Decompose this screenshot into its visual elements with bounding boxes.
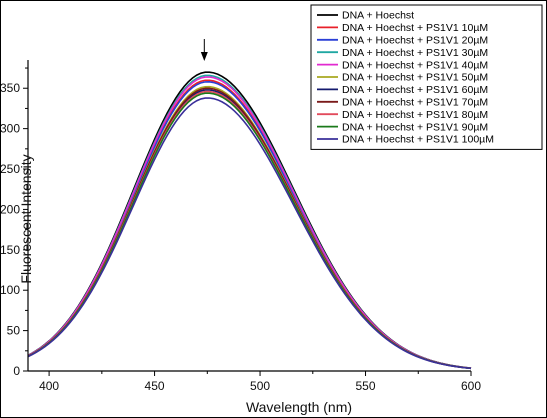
x-tick-label-500: 500 [250, 379, 270, 393]
peak-arrow-annotation [201, 39, 208, 61]
x-axis-title: Wavelength (nm) [246, 399, 352, 415]
y-tick-label-300: 300 [1, 122, 20, 136]
legend-label-8: DNA + Hoechst + PS1V1 70µM [342, 97, 488, 109]
legend-label-2: DNA + Hoechst + PS1V1 10µM [342, 22, 488, 34]
y-tick-label-350: 350 [1, 81, 20, 95]
legend-label-7: DNA + Hoechst + PS1V1 60µM [342, 84, 488, 96]
legend-label-3: DNA + Hoechst + PS1V1 20µM [342, 35, 488, 47]
legend-label-5: DNA + Hoechst + PS1V1 40µM [342, 59, 488, 71]
x-tick-label-550: 550 [356, 379, 376, 393]
legend-label-6: DNA + Hoechst + PS1V1 50µM [342, 72, 488, 84]
legend-label-1: DNA + Hoechst [342, 10, 414, 22]
arrow-head-icon [201, 52, 208, 61]
x-tick-label-450: 450 [145, 379, 165, 393]
legend-label-9: DNA + Hoechst + PS1V1 80µM [342, 109, 488, 121]
y-axis-title: Fluorescent Intensity [18, 154, 34, 283]
y-tick-label-50: 50 [7, 324, 21, 338]
x-tick-label-600: 600 [461, 379, 481, 393]
legend-label-11: DNA + Hoechst + PS1V1 100µM [342, 134, 494, 146]
legend-label-4: DNA + Hoechst + PS1V1 30µM [342, 47, 488, 59]
y-tick-label-100: 100 [1, 283, 20, 297]
legend-label-10: DNA + Hoechst + PS1V1 90µM [342, 121, 488, 133]
x-tick-label-400: 400 [39, 379, 59, 393]
y-tick-label-0: 0 [13, 364, 20, 378]
